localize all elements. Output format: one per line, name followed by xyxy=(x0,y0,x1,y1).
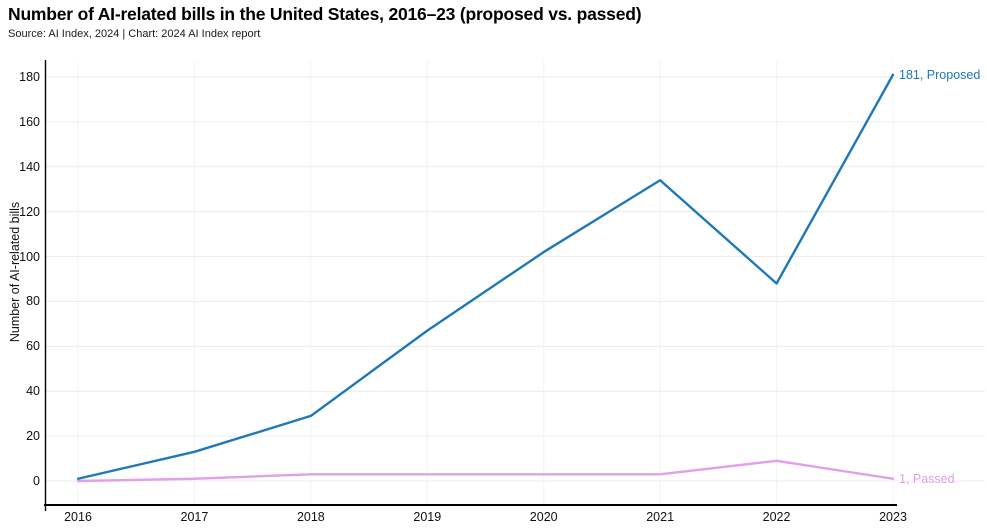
passed-end-label: 1, Passed xyxy=(899,471,955,486)
x-tick-label-2017: 2017 xyxy=(180,510,209,524)
x-tick-label-2022: 2022 xyxy=(762,510,791,524)
proposed-line xyxy=(76,73,895,480)
chart-source-line: Source: AI Index, 2024 | Chart: 2024 AI … xyxy=(8,28,261,40)
y-tick-label-20: 20 xyxy=(26,429,40,444)
passed-line xyxy=(76,459,895,483)
x-tick-label-2016: 2016 xyxy=(64,510,92,524)
chart-title: Number of AI-related bills in the United… xyxy=(8,4,642,24)
x-tick-label-2021: 2021 xyxy=(646,510,675,524)
y-tick-label-180: 180 xyxy=(19,70,40,84)
y-tick-label-160: 160 xyxy=(19,114,40,129)
y-tick-label-60: 60 xyxy=(26,339,40,354)
y-tick-label-100: 100 xyxy=(19,249,40,264)
y-tick-label-140: 140 xyxy=(19,159,40,174)
y-tick-label-80: 80 xyxy=(26,294,40,309)
y-tick-label-120: 120 xyxy=(19,204,40,219)
y-axis-title: Number of AI-related bills xyxy=(8,201,22,343)
y-tick-label-0: 0 xyxy=(33,474,40,488)
proposed-end-label: 181, Proposed xyxy=(899,67,981,82)
x-tick-label-2019: 2019 xyxy=(413,510,442,524)
x-tick-label-2023: 2023 xyxy=(879,510,907,524)
x-tick-label-2020: 2020 xyxy=(529,510,558,524)
x-tick-label-2018: 2018 xyxy=(296,510,325,524)
y-tick-label-40: 40 xyxy=(26,384,40,399)
